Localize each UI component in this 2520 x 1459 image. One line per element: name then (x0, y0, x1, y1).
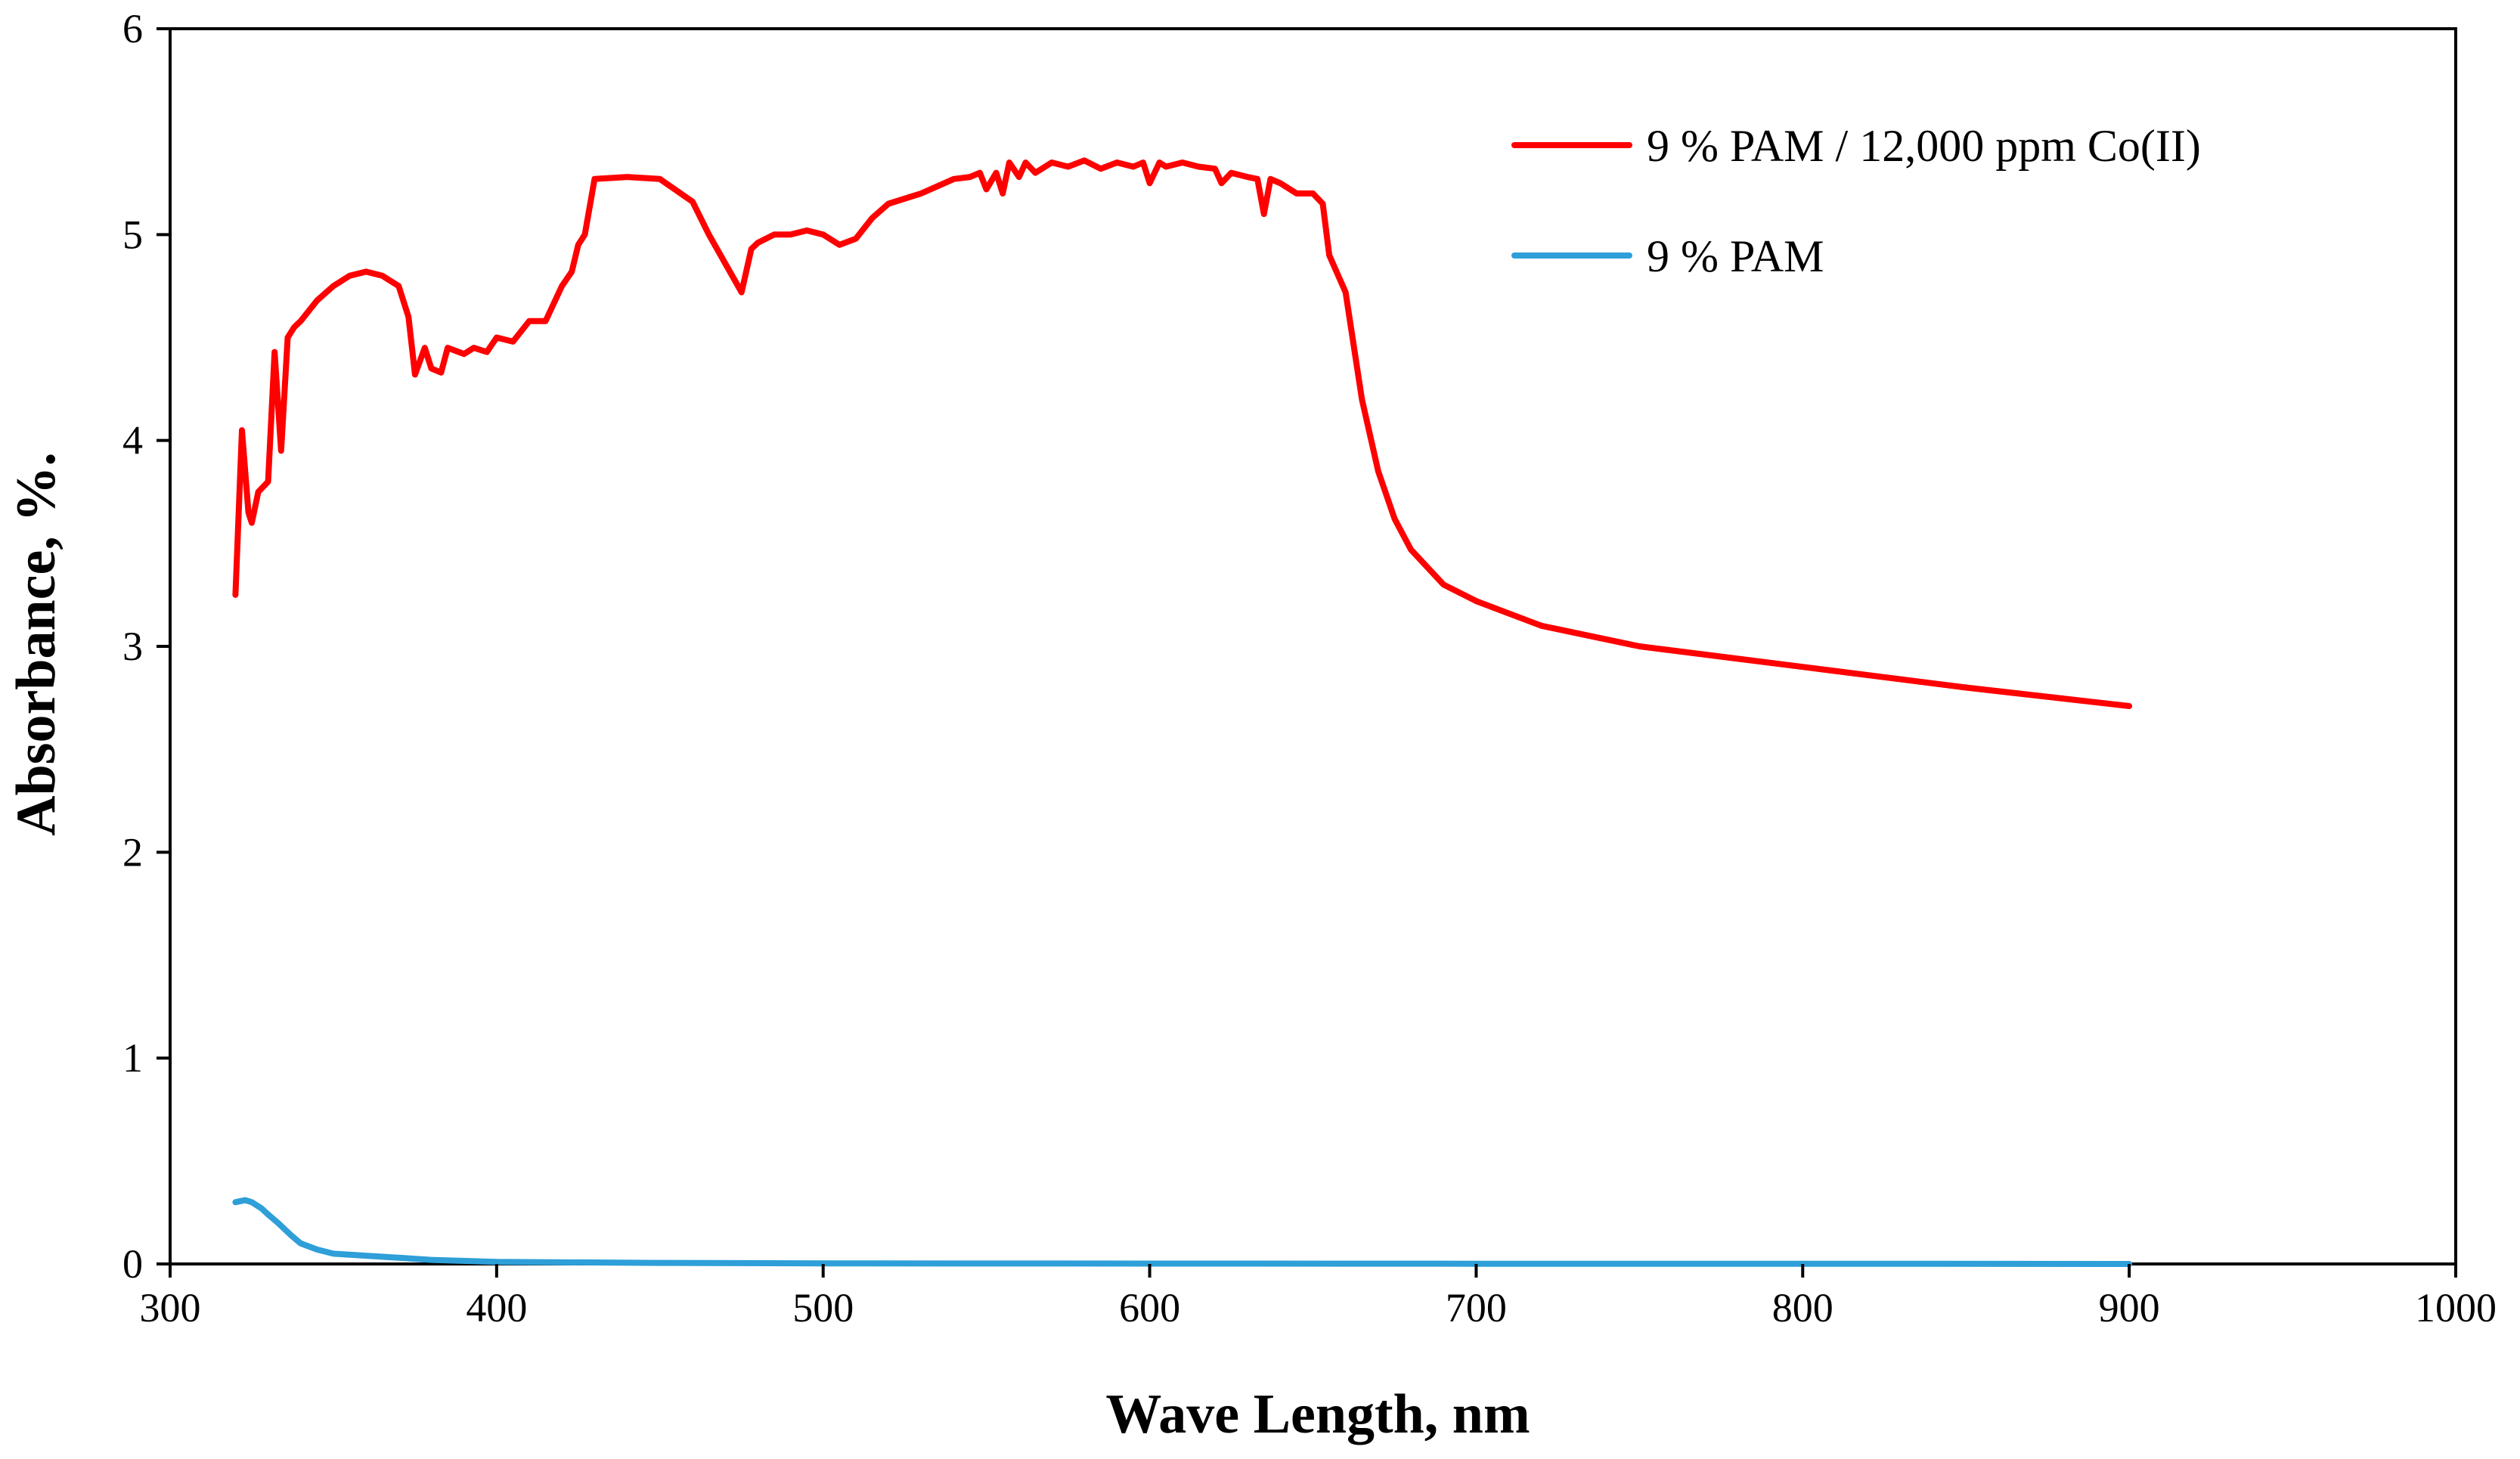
x-tick-label-800: 800 (1772, 1285, 1833, 1330)
y-tick-label-3: 3 (122, 624, 143, 669)
x-tick-label-900: 900 (2099, 1285, 2160, 1330)
y-tick-label-4: 4 (122, 418, 143, 463)
legend-label-pam: 9 % PAM (1647, 231, 1824, 281)
x-tick-label-400: 400 (466, 1285, 527, 1330)
axes-layer: 300 400 500 600 700 800 900 1000 0 1 2 3 4 5 6 (122, 6, 2497, 1330)
legend-label-co-pam: 9 % PAM / 12,000 ppm Co(II) (1647, 121, 2201, 171)
series-line-9-pam-12-000-ppm-co-ii (232, 157, 2133, 709)
y-axis-title: Absorbance, %. (5, 452, 67, 836)
series-line-9-pam (232, 1197, 2133, 1267)
x-tick-label-500: 500 (792, 1285, 854, 1330)
y-tick-label-5: 5 (122, 212, 143, 257)
x-tick-label-300: 300 (140, 1285, 201, 1330)
y-tick-label-0: 0 (122, 1241, 143, 1287)
series-layer (232, 157, 2133, 1267)
y-tick-label-6: 6 (122, 6, 143, 51)
x-tick-label-600: 600 (1119, 1285, 1180, 1330)
y-tick-label-2: 2 (122, 829, 143, 875)
x-axis-title: Wave Length, nm (1105, 1383, 1530, 1445)
legend: 9 % PAM / 12,000 ppm Co(II) 9 % PAM (1511, 121, 2201, 281)
y-tick-label-1: 1 (122, 1036, 143, 1081)
x-tick-label-700: 700 (1446, 1285, 1507, 1330)
x-tick-label-1000: 1000 (2415, 1285, 2497, 1330)
